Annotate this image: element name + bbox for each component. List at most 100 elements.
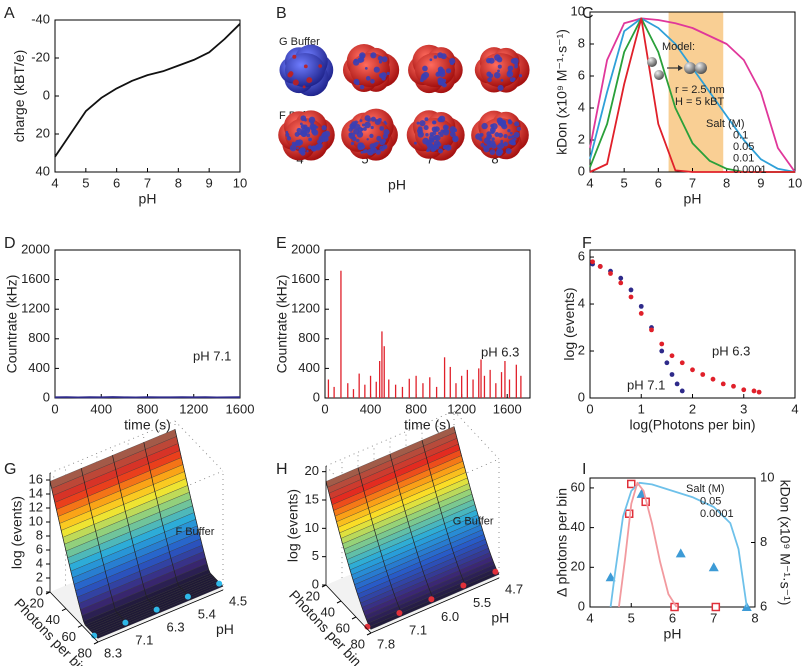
y-tick-label: 6 — [578, 67, 585, 82]
panel-label: F — [582, 235, 592, 252]
x-tick-label: 2 — [689, 401, 696, 416]
molecule-patch — [306, 133, 311, 138]
molecule-patch — [513, 131, 520, 138]
surface-dot — [91, 632, 98, 639]
panel-label: E — [276, 235, 287, 252]
molecule-patch — [422, 137, 430, 145]
x-tick-label: 60 — [62, 629, 76, 644]
molecule-patch — [310, 145, 318, 152]
molecule-patch — [360, 150, 364, 154]
x-tick-label: 1 — [638, 401, 645, 416]
molecule-patch — [489, 140, 496, 147]
x-tick-label: 1600 — [493, 401, 522, 416]
molecule-patch — [498, 149, 504, 155]
y-axis-label: Δ photons per bin — [554, 488, 570, 597]
molecule-patch — [306, 150, 309, 153]
category-label: 6.3 — [167, 619, 185, 634]
x-tick-label: 7 — [144, 175, 151, 190]
y-axis — [97, 589, 224, 643]
y-tick-label: 20 — [571, 559, 585, 574]
point — [638, 303, 644, 309]
molecule-patch — [365, 76, 371, 81]
molecule-patch — [433, 55, 438, 59]
molecule-patch — [503, 141, 509, 147]
molecule-patch — [488, 73, 494, 79]
y-axis-label: charge (kBT/e) — [11, 50, 27, 143]
x-axis-label: time (s) — [124, 417, 171, 433]
category-label: 5.5 — [473, 595, 491, 610]
x-tick-label: 10 — [788, 175, 802, 190]
molecule-patch — [494, 71, 501, 79]
molecule-patch — [366, 138, 369, 141]
y-tick-label: 6 — [578, 248, 585, 263]
y2-tick-label: 6 — [760, 598, 767, 613]
molecule-patch — [308, 145, 312, 150]
panel-label: A — [4, 5, 15, 22]
z-tick-label: 5 — [312, 548, 319, 563]
box-edge — [325, 465, 372, 515]
series-line — [54, 23, 241, 158]
surface-ridge — [357, 467, 404, 616]
category-label: 4.5 — [229, 593, 247, 608]
surface-dot — [153, 606, 160, 613]
point — [628, 287, 634, 293]
molecule-patch — [292, 79, 299, 86]
z-tick-label: 0 — [36, 583, 43, 598]
molecule-patch — [381, 138, 386, 143]
molecule-patch — [429, 58, 433, 62]
molecule-patch — [505, 148, 512, 155]
point — [627, 479, 636, 489]
panel-label: H — [276, 461, 288, 478]
molecule-patch — [443, 146, 446, 150]
y-tick-label: 400 — [298, 360, 320, 375]
molecule-patch — [433, 134, 439, 141]
panel-label: C — [582, 5, 594, 22]
y-tick-label: 800 — [298, 330, 320, 345]
molecule-patch — [298, 148, 305, 155]
molecule-patch — [422, 65, 428, 72]
point — [597, 264, 603, 269]
point — [618, 275, 624, 281]
z-tick-label: 15 — [305, 491, 319, 506]
panel-label: I — [582, 461, 586, 478]
category-label: 5.4 — [198, 606, 216, 621]
molecule-patch — [308, 116, 316, 124]
x-axis-label: log(Photons per bin) — [629, 417, 755, 433]
x-tick-label: 1200 — [179, 401, 208, 416]
point — [679, 360, 685, 366]
z-tick-label: 4 — [36, 555, 43, 570]
molecule-patch — [432, 144, 439, 150]
molecule-patch — [296, 147, 299, 150]
molecule-patch — [348, 127, 353, 132]
molecule-patch — [518, 74, 523, 78]
molecule-patch — [438, 148, 444, 154]
point — [679, 388, 685, 394]
y-axis-label: pH — [216, 621, 234, 637]
model-sphere — [695, 62, 707, 74]
x-tick-label: 60 — [336, 620, 350, 635]
category-label: 7.1 — [135, 632, 153, 647]
molecule-patch — [370, 125, 374, 130]
molecule-patch — [507, 135, 512, 140]
x-tick-label: 1200 — [447, 401, 476, 416]
molecule-patch — [370, 116, 376, 122]
x-axis — [49, 591, 99, 643]
surface-dot — [460, 582, 467, 589]
molecule-patch — [364, 66, 368, 70]
x-tick-label: 8 — [723, 175, 730, 190]
x-tick-label: 7 — [689, 175, 696, 190]
molecule-patch — [475, 133, 482, 140]
y-tick-label: -20 — [31, 49, 50, 64]
z-tick-label: 14 — [29, 485, 43, 500]
molecule-patch — [303, 64, 308, 69]
surface-ridge — [49, 481, 99, 639]
model-arrowhead — [678, 65, 683, 71]
molecule-patch — [491, 123, 498, 130]
surface-ridge — [421, 440, 468, 589]
z-axis-label: log (events) — [9, 496, 25, 569]
annotation: Model: — [662, 41, 695, 53]
molecule-patch — [302, 85, 306, 89]
molecule-patch — [442, 128, 450, 136]
molecule-patch — [507, 129, 511, 133]
